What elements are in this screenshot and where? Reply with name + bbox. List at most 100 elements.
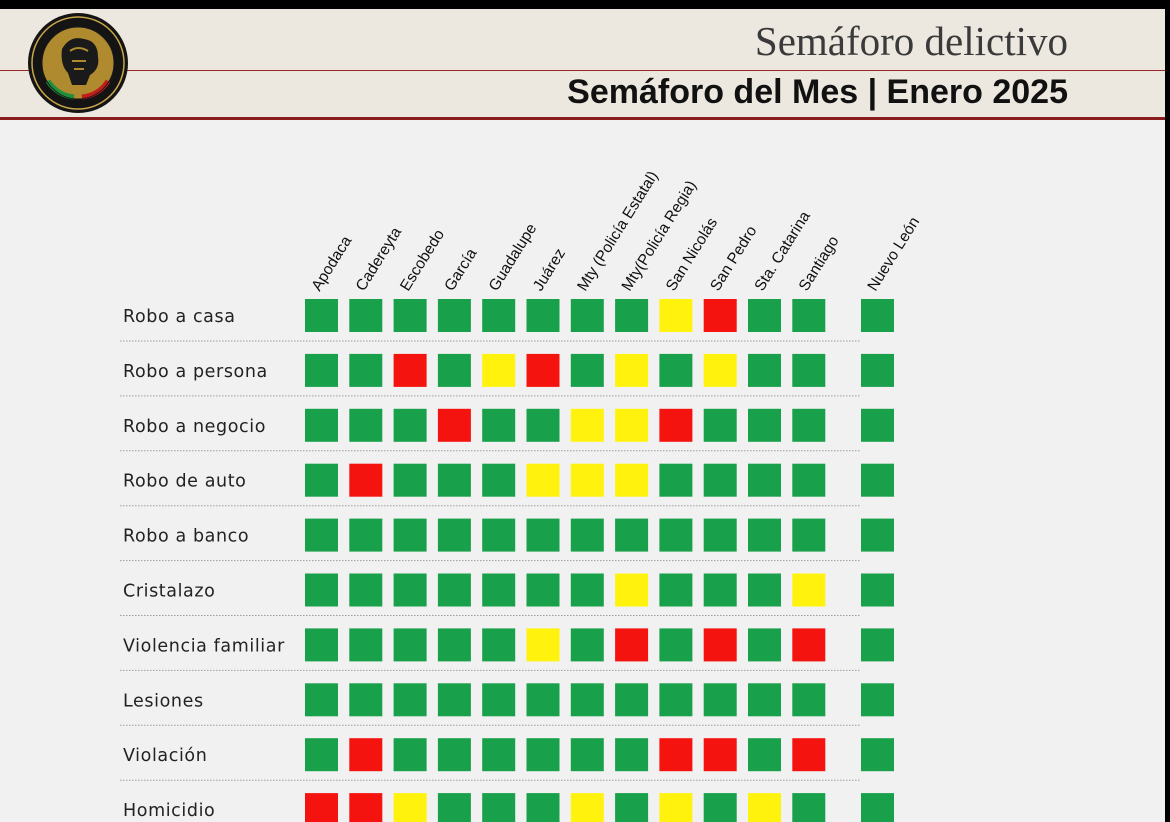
semaforo-cell-rojo — [349, 463, 383, 497]
semaforo-cell-verde — [615, 683, 649, 717]
semaforo-cell-verde — [570, 683, 604, 717]
semaforo-cell-verde — [748, 518, 781, 552]
semaforo-cell-amarillo — [615, 463, 649, 497]
semaforo-cell-amarillo — [792, 573, 826, 607]
semaforo-cell-verde — [393, 683, 427, 717]
semaforo-cell-rojo — [305, 793, 338, 822]
page-header: Semáforo delictivo Semáforo del Mes | En… — [0, 9, 1165, 120]
total-column-label: Nuevo León — [864, 214, 923, 294]
total-cell-verde — [861, 353, 894, 387]
semaforo-cell-amarillo — [659, 793, 693, 822]
semaforo-cell-verde — [305, 683, 338, 717]
semaforo-cell-verde — [748, 628, 781, 662]
semaforo-cell-verde — [615, 518, 649, 552]
column-label: Juárez — [530, 246, 569, 294]
semaforo-cell-amarillo — [659, 299, 693, 332]
semaforo-cell-verde — [393, 408, 427, 442]
semaforo-cell-amarillo — [570, 408, 604, 442]
semaforo-cell-verde — [659, 353, 693, 387]
semaforo-cell-verde — [703, 408, 737, 442]
semaforo-cell-verde — [349, 573, 383, 607]
semaforo-cell-verde — [393, 628, 427, 662]
total-cell-verde — [861, 793, 894, 822]
row-label: Robo a casa — [123, 307, 236, 327]
row-label: Robo a negocio — [123, 417, 266, 437]
semaforo-cell-amarillo — [526, 628, 560, 662]
semaforo-cell-rojo — [703, 628, 737, 662]
semaforo-cell-amarillo — [615, 353, 649, 387]
semaforo-cell-verde — [703, 793, 737, 822]
semaforo-cell-verde — [526, 408, 560, 442]
semaforo-cell-verde — [748, 463, 781, 497]
semaforo-cell-amarillo — [526, 463, 560, 497]
semaforo-cell-verde — [570, 628, 604, 662]
column-label: Escobedo — [397, 227, 448, 294]
semaforo-cell-verde — [792, 463, 826, 497]
semaforo-cell-verde — [349, 683, 383, 717]
semaforo-page: Semáforo delictivo Semáforo del Mes | En… — [0, 9, 1165, 822]
semaforo-cell-verde — [792, 299, 826, 332]
semaforo-cell-verde — [615, 738, 649, 772]
row-label: Violación — [123, 746, 207, 766]
row-label: Homicidio — [123, 801, 215, 821]
semaforo-cell-verde — [748, 353, 781, 387]
semaforo-cell-verde — [305, 408, 338, 442]
semaforo-cell-verde — [703, 518, 737, 552]
semaforo-cell-verde — [349, 408, 383, 442]
semaforo-cell-verde — [703, 573, 737, 607]
semaforo-cell-verde — [526, 793, 560, 822]
total-cell-verde — [861, 628, 894, 662]
row-label: Robo de auto — [123, 472, 246, 492]
semaforo-cell-verde — [659, 518, 693, 552]
semaforo-cell-verde — [703, 463, 737, 497]
semaforo-cell-verde — [792, 353, 826, 387]
total-cell-verde — [861, 463, 894, 497]
semaforo-cell-verde — [305, 518, 338, 552]
total-cell-verde — [861, 738, 894, 772]
total-cell-verde — [861, 299, 894, 332]
semaforo-cell-verde — [526, 683, 560, 717]
semaforo-cell-verde — [615, 793, 649, 822]
column-label: Mty (Policía Estatal) — [574, 168, 661, 294]
semaforo-cell-verde — [482, 463, 516, 497]
semaforo-cell-amarillo — [615, 408, 649, 442]
semaforo-cell-verde — [659, 683, 693, 717]
row-label: Lesiones — [123, 691, 204, 711]
semaforo-cell-verde — [748, 573, 781, 607]
semaforo-cell-verde — [482, 683, 516, 717]
semaforo-cell-verde — [570, 573, 604, 607]
semaforo-cell-amarillo — [615, 573, 649, 607]
semaforo-cell-amarillo — [703, 353, 737, 387]
semaforo-cell-verde — [437, 738, 471, 772]
semaforo-cell-verde — [748, 408, 781, 442]
semaforo-cell-rojo — [393, 353, 427, 387]
semaforo-cell-verde — [748, 683, 781, 717]
semaforo-cell-verde — [703, 683, 737, 717]
semaforo-cell-verde — [792, 408, 826, 442]
total-cell-verde — [861, 408, 894, 442]
fiscalia-nuevo-leon-seal-icon — [28, 13, 128, 113]
row-label: Robo a banco — [123, 527, 249, 547]
header-divider — [0, 70, 1165, 71]
semaforo-cell-verde — [526, 738, 560, 772]
semaforo-cell-amarillo — [482, 353, 516, 387]
semaforo-cell-verde — [482, 573, 516, 607]
semaforo-cell-verde — [437, 793, 471, 822]
semaforo-cell-verde — [349, 299, 383, 332]
semaforo-cell-rojo — [792, 738, 826, 772]
semaforo-cell-verde — [349, 628, 383, 662]
semaforo-cell-verde — [349, 518, 383, 552]
semaforo-cell-verde — [748, 738, 781, 772]
semaforo-cell-verde — [437, 683, 471, 717]
semaforo-cell-verde — [659, 573, 693, 607]
semaforo-cell-verde — [659, 628, 693, 662]
semaforo-cell-verde — [615, 299, 649, 332]
semaforo-cell-verde — [482, 518, 516, 552]
semaforo-cell-rojo — [703, 299, 737, 332]
semaforo-cell-verde — [305, 628, 338, 662]
semaforo-cell-rojo — [437, 408, 471, 442]
semaforo-cell-amarillo — [570, 463, 604, 497]
semaforo-cell-verde — [437, 353, 471, 387]
